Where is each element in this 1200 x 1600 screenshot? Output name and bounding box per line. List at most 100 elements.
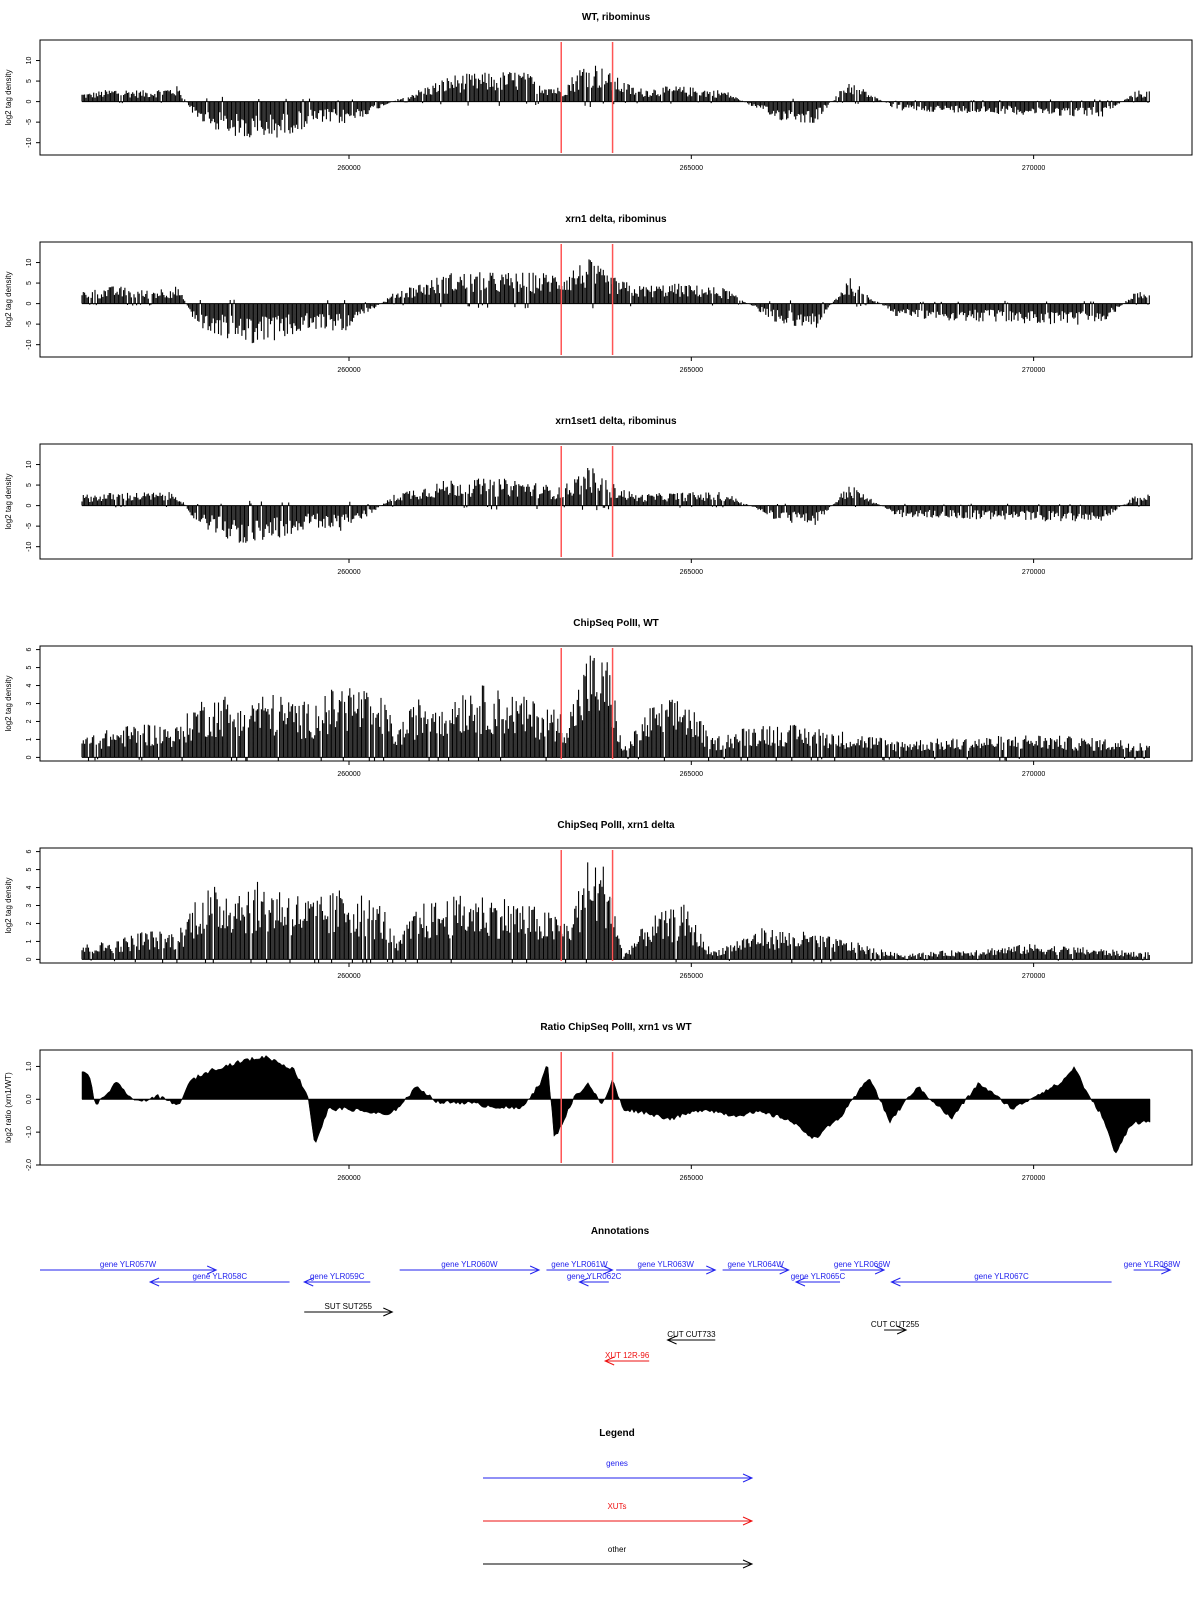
y-tick-label: 2 [26, 719, 33, 723]
chart-panel-6: Ratio ChipSeq PolII, xrn1 vs WT log2 rati… [4, 1022, 1193, 1182]
y-tick-label: -2.0 [26, 1159, 33, 1171]
y-tick-label: -5 [26, 119, 33, 125]
annotation-gene: gene YLR061W [546, 1260, 614, 1275]
arrow-head [383, 1307, 394, 1317]
annotation-gene: gene YLR058C [148, 1272, 290, 1287]
legend-title: Legend [599, 1428, 635, 1439]
annotation-gene: gene YLR065C [791, 1272, 846, 1287]
y-axis-label: log2 tag density [4, 271, 13, 327]
chart-panel-2: xrn1 delta, ribominus log2 tag density -10… [4, 214, 1193, 374]
chart-title: ChipSeq PolII, xrn1 delta [557, 820, 675, 831]
chart-panel-1: WT, ribominus log2 tag density -10 -5 0 5 10 26… [4, 12, 1193, 172]
annotation-gene: gene YLR057W [40, 1260, 218, 1275]
y-tick-label: 5 [26, 666, 33, 670]
annotation-label: gene YLR060W [441, 1260, 498, 1269]
y-tick-label: 4 [26, 683, 33, 687]
annotations-panel: Annotations gene YLR057W gene YLR058C gene … [40, 1226, 1181, 1366]
annotation-label: gene YLR067C [974, 1272, 1029, 1281]
annotation-label: CUT CUT255 [871, 1320, 920, 1329]
x-tick-label: 265000 [680, 973, 703, 980]
arrow-head [874, 1265, 886, 1275]
y-tick-label: 0 [26, 755, 33, 759]
y-tick-label: 0 [26, 504, 33, 508]
arrow-head [779, 1265, 790, 1275]
arrow-head [896, 1325, 908, 1335]
legend-item-other: other [483, 1545, 754, 1569]
annotation-xut: XUT 12R-96 [603, 1351, 650, 1366]
legend-item-gene: genes [483, 1459, 754, 1483]
arrow-head [148, 1277, 160, 1287]
annotation-label: gene YLR061W [551, 1260, 608, 1269]
y-tick-label: -10 [26, 340, 33, 350]
chart-title: xrn1 delta, ribominus [565, 214, 667, 225]
arrow-head [666, 1335, 677, 1345]
data-bars [81, 468, 1150, 543]
y-tick-label: 10 [26, 461, 33, 469]
y-tick-label: -5 [26, 523, 33, 529]
chart-title: WT, ribominus [582, 12, 651, 23]
y-axis-label: log2 tag density [4, 69, 13, 125]
data-bars [81, 259, 1150, 344]
legend-label: genes [606, 1459, 628, 1468]
y-tick-label: -5 [26, 321, 33, 327]
y-axis-label: log2 tag density [4, 675, 13, 731]
chart-title: ChipSeq PolII, WT [573, 618, 659, 629]
annotation-label: gene YLR064W [727, 1260, 784, 1269]
arrow-head [578, 1277, 589, 1287]
y-tick-label: 0.0 [26, 1094, 33, 1104]
plot-frame [39, 241, 1193, 358]
y-tick-label: 5 [26, 483, 33, 487]
chart-title: Ratio ChipSeq PolII, xrn1 vs WT [540, 1022, 691, 1033]
y-tick-label: 10 [26, 259, 33, 267]
x-tick-label: 260000 [337, 973, 360, 980]
data-bars [81, 65, 1150, 138]
y-tick-label: 0 [26, 100, 33, 104]
annotation-label: CUT CUT733 [667, 1330, 716, 1339]
annotation-other: CUT CUT733 [666, 1330, 716, 1345]
legend-panel: Legend genes XUTs other [483, 1428, 754, 1569]
arrow-head [529, 1265, 541, 1275]
annotation-gene: gene YLR066W [834, 1260, 891, 1275]
annotation-label: gene YLR066W [834, 1260, 891, 1269]
annotation-label: gene YLR058C [193, 1272, 248, 1281]
x-tick-label: 270000 [1022, 165, 1045, 172]
arrow-head [742, 1516, 754, 1526]
y-tick-label: -10 [26, 138, 33, 148]
x-tick-label: 260000 [337, 367, 360, 374]
x-tick-label: 260000 [337, 1175, 360, 1182]
y-tick-label: 1 [26, 939, 33, 943]
x-tick-label: 270000 [1022, 973, 1045, 980]
arrow-head [890, 1277, 901, 1287]
arrow-head [1161, 1265, 1172, 1275]
y-tick-label: 3 [26, 903, 33, 907]
x-tick-label: 265000 [680, 771, 703, 778]
arrow-head [603, 1356, 615, 1366]
arrow-head [742, 1473, 754, 1483]
y-axis-label: log2 ratio (xrn1/WT) [4, 1072, 13, 1143]
annotation-label: gene YLR065C [791, 1272, 846, 1281]
y-axis-label: log2 tag density [4, 877, 13, 933]
annotation-gene: gene YLR063W [616, 1260, 717, 1275]
x-tick-label: 260000 [337, 165, 360, 172]
y-tick-label: -1.0 [26, 1126, 33, 1138]
data-bars [81, 862, 1150, 963]
x-tick-label: 270000 [1022, 1175, 1045, 1182]
arrow-head [302, 1277, 314, 1287]
annotation-label: SUT SUT255 [325, 1302, 373, 1311]
arrow-head [706, 1265, 717, 1275]
x-tick-label: 265000 [680, 569, 703, 576]
annotation-gene: gene YLR059C [302, 1272, 371, 1287]
y-tick-label: 1 [26, 737, 33, 741]
data-bars [81, 655, 1150, 761]
x-tick-label: 265000 [680, 165, 703, 172]
y-tick-label: 6 [26, 648, 33, 652]
arrow-head [742, 1559, 754, 1569]
y-tick-label: 5 [26, 281, 33, 285]
y-tick-label: 1.0 [26, 1061, 33, 1071]
legend-label: XUTs [607, 1502, 626, 1511]
y-tick-label: 10 [26, 57, 33, 65]
x-tick-label: 260000 [337, 569, 360, 576]
y-tick-label: 0 [26, 957, 33, 961]
plot-frame [39, 443, 1193, 560]
